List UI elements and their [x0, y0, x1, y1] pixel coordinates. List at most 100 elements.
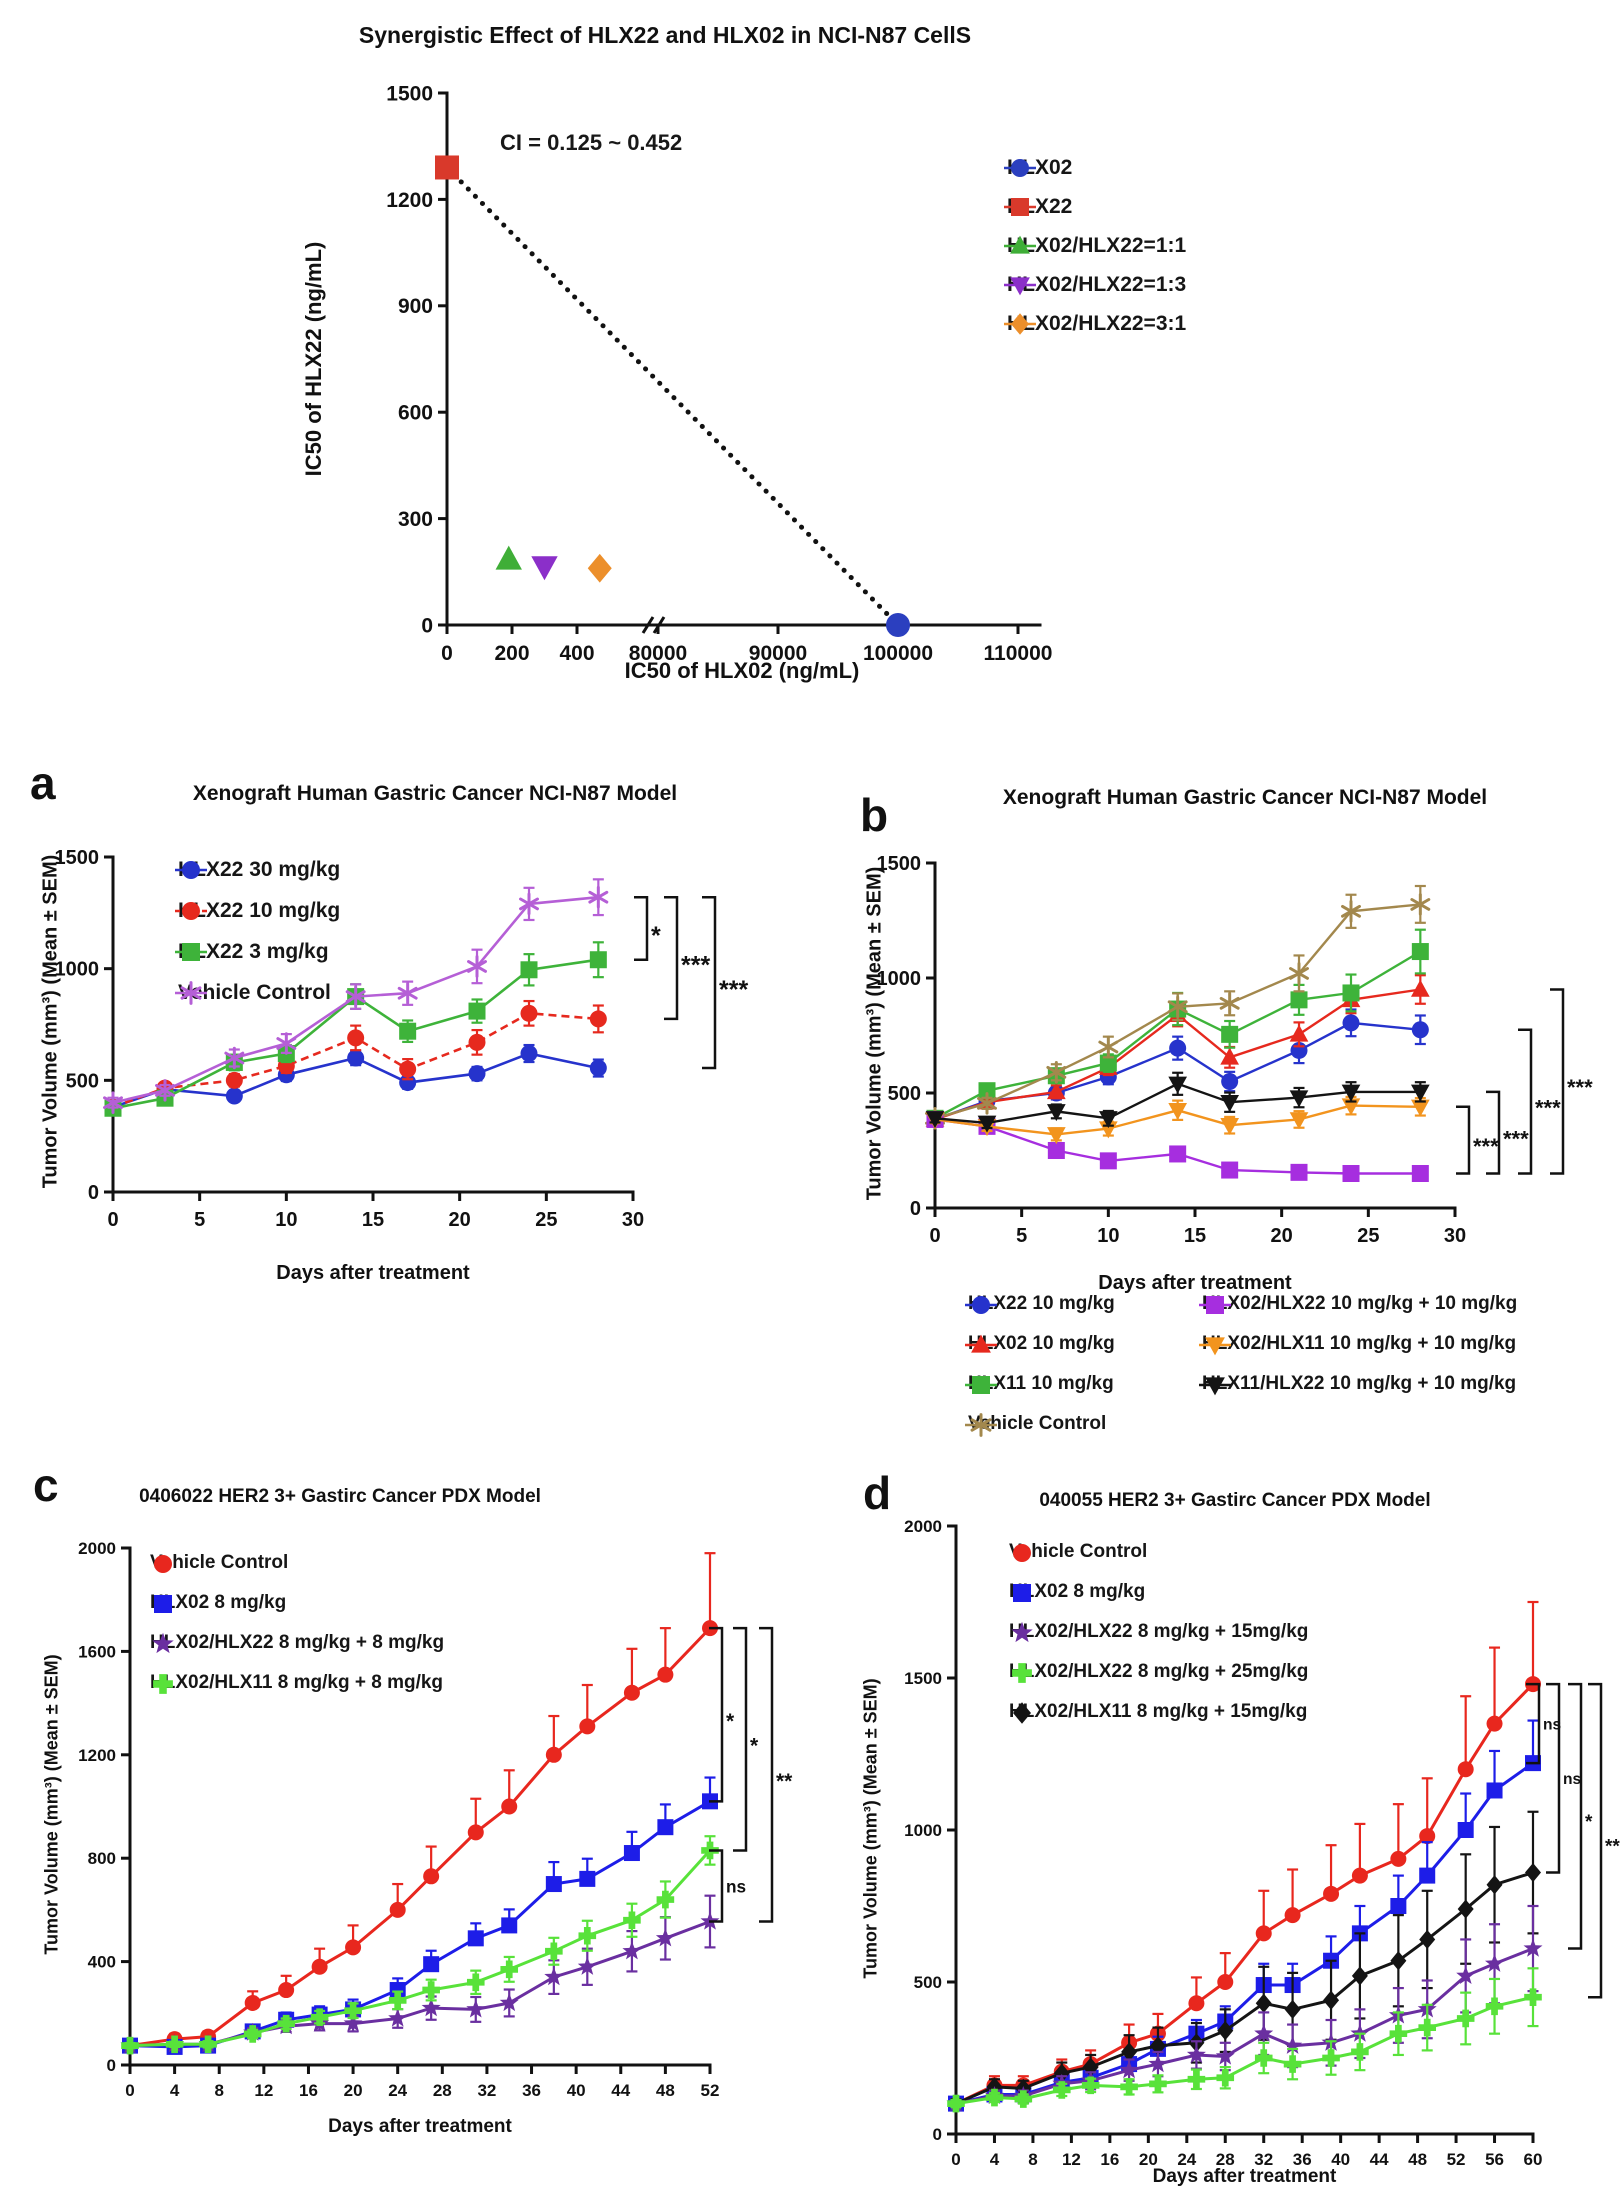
svg-text:2000: 2000 [78, 1539, 116, 1558]
series-hlx02-hlx11-8-mg-kg-8-mg-kg [121, 1835, 719, 2055]
chart-title: 0406022 HER2 3+ Gastirc Cancer PDX Model [139, 1486, 541, 1507]
series-hlx02-hlx22-8-mg-kg-25mg-kg [947, 1967, 1542, 2113]
legend-label: Vehicle Control [150, 1552, 289, 1573]
legend-item: HLX02/HLX22 10 mg/kg + 10 mg/kg [1197, 1293, 1517, 1315]
svg-text:ns: ns [726, 1876, 746, 1896]
svg-text:32: 32 [1254, 2150, 1273, 2169]
legend-item: HLX02/HLX22=1:1 [1002, 234, 1186, 258]
legend-item: HLX22 10 mg/kg [963, 1293, 1115, 1315]
legend-item: HLX02/HLX11 8 mg/kg + 15mg/kg [1004, 1701, 1308, 1724]
svg-text:***: *** [1567, 1075, 1593, 1100]
svg-text:0: 0 [910, 1198, 921, 1220]
svg-text:44: 44 [611, 2081, 630, 2100]
series-hlx11-hlx22-10-mg-kg-10-mg-kg [925, 1071, 1430, 1133]
svg-text:40: 40 [1331, 2150, 1350, 2169]
legend-item: HLX02/HLX11 8 mg/kg + 8 mg/kg [145, 1672, 443, 1694]
svg-text:32: 32 [477, 2081, 496, 2100]
svg-text:900: 900 [398, 295, 433, 318]
legend-label: HLX02/HLX22 8 mg/kg + 25mg/kg [1009, 1661, 1309, 1682]
svg-text:48: 48 [1408, 2150, 1427, 2169]
legend-item: HLX11/HLX22 10 mg/kg + 10 mg/kg [1197, 1373, 1516, 1396]
star6-legend-icon [175, 981, 207, 1005]
point-hlx22 [435, 155, 459, 180]
triangle-down-legend-icon [1199, 1377, 1231, 1396]
legend-item: Vehicle Control [173, 981, 331, 1005]
legend-item: HLX02/HLX22 8 mg/kg + 15mg/kg [1004, 1621, 1308, 1643]
circle-legend-icon [154, 1555, 172, 1573]
svg-text:52: 52 [701, 2081, 720, 2100]
svg-text:25: 25 [1357, 1225, 1379, 1247]
legend-item: HLX22 3 mg/kg [173, 940, 329, 964]
svg-text:48: 48 [656, 2081, 675, 2100]
triangle-up-legend-icon [1004, 235, 1036, 254]
svg-text:*: * [750, 1734, 759, 1757]
svg-text:800: 800 [88, 1849, 116, 1868]
legend-item: HLX02 [1002, 156, 1072, 180]
svg-text:90000: 90000 [749, 642, 807, 665]
svg-text:12: 12 [1062, 2150, 1081, 2169]
svg-text:5: 5 [1016, 1225, 1027, 1247]
svg-text:**: ** [776, 1770, 793, 1793]
series-vehicle-control [103, 878, 609, 1114]
svg-text:0: 0 [125, 2081, 134, 2100]
svg-text:15: 15 [362, 1209, 384, 1231]
legend-item: HLX02 10 mg/kg [963, 1333, 1115, 1355]
svg-text:20: 20 [1271, 1225, 1293, 1247]
legend-item: HLX02/HLX22=1:3 [1002, 273, 1186, 297]
triangle-down-legend-icon [1004, 277, 1036, 296]
legend-item: HLX11 10 mg/kg [963, 1373, 1114, 1395]
svg-text:16: 16 [1100, 2150, 1119, 2169]
svg-text:4: 4 [170, 2081, 180, 2100]
svg-text:400: 400 [559, 642, 594, 665]
legend-item: HLX22 10 mg/kg [173, 899, 340, 923]
star6-legend-icon [965, 1413, 997, 1437]
chart-title: 040055 HER2 3+ Gastirc Cancer PDX Model [1039, 1490, 1431, 1511]
legend-label: HLX22 10 mg/kg [178, 899, 341, 922]
legend-label: HLX02/HLX11 8 mg/kg + 15mg/kg [1009, 1701, 1308, 1722]
legend-label: HLX02/HLX22 8 mg/kg + 15mg/kg [1009, 1621, 1309, 1642]
legend-label: HLX22 10 mg/kg [968, 1293, 1115, 1314]
error-bars [124, 1776, 716, 2047]
triangle-down-legend-icon [1199, 1337, 1231, 1356]
point-hlx02-hlx22-3-1 [587, 553, 612, 583]
series-vehicle-control [122, 1552, 718, 2054]
legend-label: HLX02/HLX11 8 mg/kg + 8 mg/kg [150, 1672, 444, 1693]
isobologram-chart: Synergistic Effect of HLX22 and HLX02 in… [250, 6, 1400, 722]
svg-text:ns: ns [1563, 1771, 1582, 1788]
series-hlx02-8-mg-kg [948, 1719, 1541, 2112]
legend-item: HLX02 8 mg/kg [145, 1592, 286, 1614]
triangle-up-legend-icon [965, 1334, 997, 1353]
svg-text:600: 600 [398, 402, 433, 425]
svg-text:36: 36 [522, 2081, 541, 2100]
svg-text:1000: 1000 [55, 959, 100, 981]
svg-text:500: 500 [66, 1070, 99, 1092]
point-hlx02-hlx22-1-1 [495, 545, 522, 570]
svg-text:1000: 1000 [904, 1821, 942, 1840]
svg-text:500: 500 [888, 1083, 921, 1105]
axes [445, 91, 1042, 627]
svg-text:1200: 1200 [386, 189, 433, 212]
panel-letter: a [30, 757, 56, 809]
star5-legend-icon [1011, 1621, 1033, 1643]
svg-text:0: 0 [107, 1209, 118, 1231]
circle-legend-icon [1013, 1544, 1031, 1562]
svg-text:28: 28 [433, 2081, 452, 2100]
chart-title: Xenograft Human Gastric Cancer NCI-N87 M… [192, 782, 678, 805]
svg-text:25: 25 [535, 1209, 557, 1231]
isobologram-plot: 0 300 600 900 1200 1500 0 200 400 80000 90000 10000… [386, 82, 1052, 665]
svg-text:***: *** [1473, 1134, 1499, 1159]
svg-text:60: 60 [1524, 2150, 1543, 2169]
square-legend-icon [1013, 1584, 1031, 1602]
legend-item: Vehicle Control [145, 1552, 288, 1574]
svg-text:**: ** [1605, 1836, 1620, 1857]
svg-text:12: 12 [254, 2081, 273, 2100]
significance-bracket: *** [1518, 1028, 1561, 1175]
significance-bracket: * [733, 1626, 759, 1852]
svg-text:44: 44 [1370, 2150, 1389, 2169]
panel-letter: b [860, 789, 889, 841]
legend-label: HLX11 10 mg/kg [968, 1373, 1114, 1394]
significance-bracket: ** [759, 1626, 793, 1923]
